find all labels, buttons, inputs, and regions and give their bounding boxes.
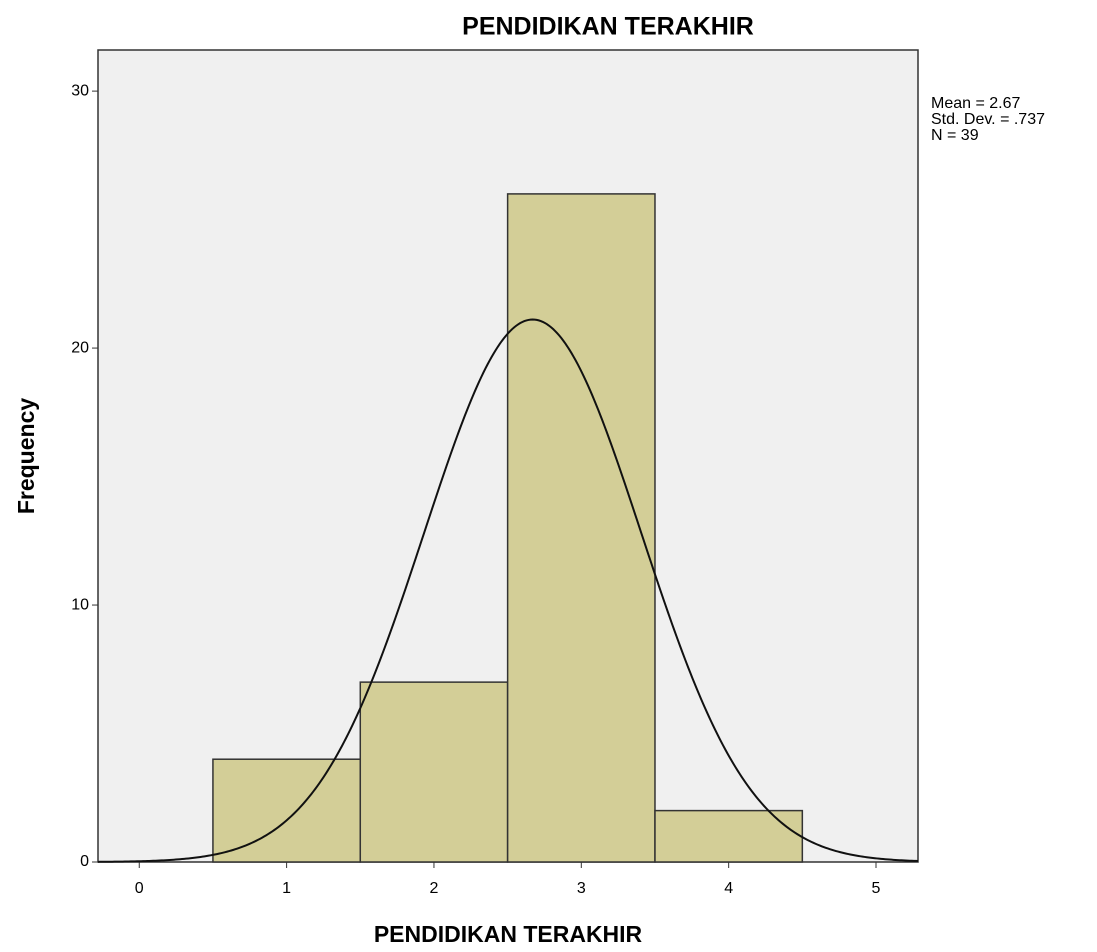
bar xyxy=(654,809,804,863)
bar xyxy=(359,681,509,863)
normal-curve xyxy=(97,318,919,863)
y-tick-label: 10 xyxy=(71,596,89,613)
x-tick-label: 1 xyxy=(282,880,291,897)
x-tick-label: 5 xyxy=(872,880,881,897)
y-tick-label: 20 xyxy=(71,339,89,356)
stat-std: Std. Dev. = .737 xyxy=(931,111,1045,128)
x-tick-label: 3 xyxy=(577,880,586,897)
y-tick-label: 30 xyxy=(71,82,89,99)
x-tick-label: 2 xyxy=(430,880,439,897)
bar xyxy=(506,193,656,863)
stat-n: N = 39 xyxy=(931,127,979,144)
chart-title: PENDIDIKAN TERAKHIR xyxy=(462,13,754,41)
y-axis-label: Frequency xyxy=(13,398,39,515)
x-axis-label: PENDIDIKAN TERAKHIR xyxy=(374,921,643,947)
x-tick-label: 0 xyxy=(135,880,144,897)
bar xyxy=(212,758,362,863)
stat-mean: Mean = 2.67 xyxy=(931,95,1021,112)
y-tick-label: 0 xyxy=(80,853,89,870)
x-tick-label: 4 xyxy=(724,880,733,897)
